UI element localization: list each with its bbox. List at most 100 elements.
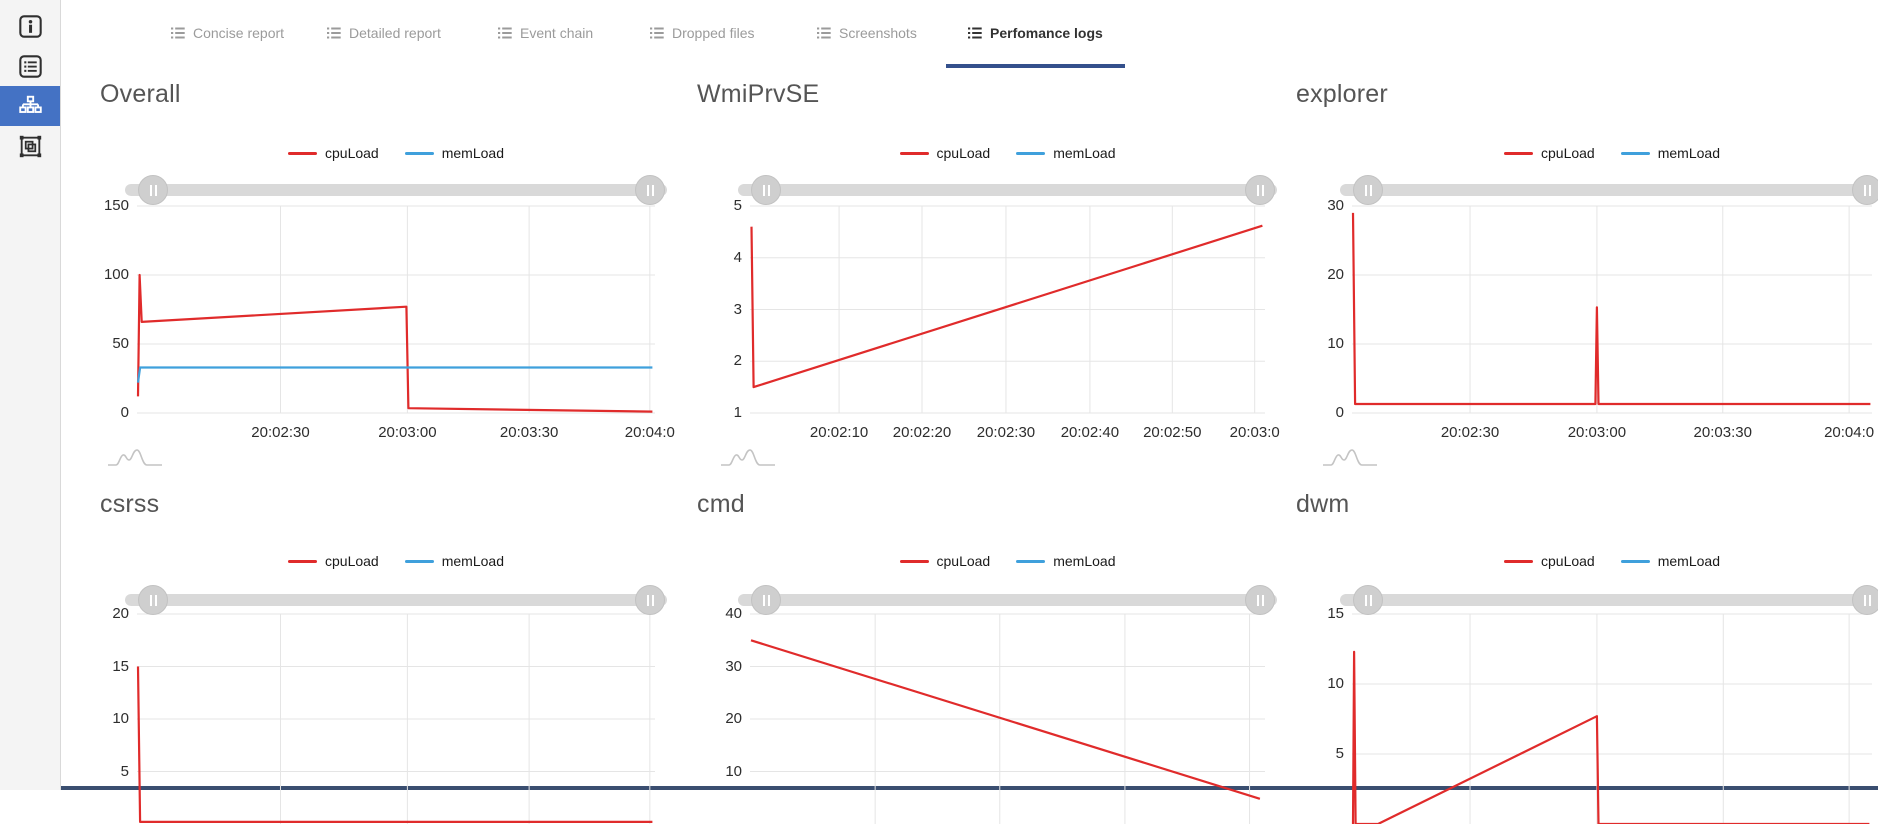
slider-handle-right[interactable] (1852, 175, 1878, 205)
list-icon (171, 27, 185, 39)
tab-label: Screenshots (839, 25, 917, 41)
slider-track[interactable] (125, 594, 667, 606)
legend-swatch (1620, 559, 1650, 563)
chart-title: WmiPrvSE (697, 80, 820, 108)
legend-label: memLoad (1053, 553, 1116, 569)
x-axis-label: 20:02:20 (892, 424, 952, 441)
x-axis-label: 20:03:30 (1693, 424, 1752, 441)
legend-item-cpuLoad[interactable]: cpuLoad (1504, 145, 1595, 161)
legend-swatch (288, 559, 317, 563)
tab-perfomance-logs[interactable]: Perfomance logs (946, 2, 1125, 68)
y-axis-label: 40 (725, 605, 742, 622)
x-axis-label: 20:02:40 (1060, 424, 1120, 441)
x-axis-label: 20:02:10 (809, 424, 869, 441)
slider-track[interactable] (738, 594, 1277, 606)
legend-item-memLoad[interactable]: memLoad (404, 145, 504, 161)
slider-track[interactable] (125, 184, 667, 196)
chart-legend: cpuLoad memLoad (750, 144, 1265, 162)
tab-label: Detailed report (349, 25, 441, 41)
legend-label: cpuLoad (325, 145, 379, 161)
legend-label: memLoad (1657, 145, 1720, 161)
legend-label: memLoad (1657, 553, 1720, 569)
tab-dropped-files[interactable]: Dropped files (628, 2, 777, 68)
slider-handle-right[interactable] (1852, 585, 1878, 615)
slider-handle-right[interactable] (635, 585, 665, 615)
y-axis-label: 20 (112, 605, 129, 622)
y-axis-label: 5 (733, 197, 742, 214)
legend-item-cpuLoad[interactable]: cpuLoad (899, 145, 991, 161)
legend-item-cpuLoad[interactable]: cpuLoad (288, 145, 379, 161)
zoom-preview-icon[interactable] (720, 446, 776, 468)
sidebar-item-info[interactable] (0, 6, 60, 46)
y-axis-label: 10 (112, 710, 129, 727)
legend-swatch (899, 559, 929, 563)
x-axis-label: 20:04:0 (624, 424, 675, 441)
slider-handle-left[interactable] (1353, 585, 1383, 615)
report-list-icon (18, 54, 42, 78)
y-axis-label: 5 (1335, 745, 1344, 762)
legend-label: cpuLoad (325, 553, 379, 569)
slider-handle-right[interactable] (1245, 585, 1275, 615)
y-axis-label: 4 (733, 248, 742, 266)
legend-item-cpuLoad[interactable]: cpuLoad (899, 553, 991, 569)
y-axis-label: 30 (725, 657, 742, 675)
y-axis-label: 150 (103, 197, 129, 214)
slider-track[interactable] (1340, 184, 1878, 196)
chart-title: Overall (100, 80, 181, 108)
legend-swatch (1016, 559, 1046, 563)
chart-title: cmd (697, 490, 745, 518)
tab-screenshots[interactable]: Screenshots (795, 2, 939, 68)
plot-area (750, 205, 1265, 414)
list-icon (327, 27, 341, 39)
process-tree-icon (18, 95, 42, 113)
legend-item-memLoad[interactable]: memLoad (1016, 553, 1115, 569)
legend-item-memLoad[interactable]: memLoad (1620, 553, 1720, 569)
tab-event-chain[interactable]: Event chain (476, 2, 615, 68)
plot-area (1351, 613, 1872, 824)
x-axis-label: 20:03:30 (499, 424, 559, 441)
screenshot-region-icon (19, 135, 41, 157)
tab-bar: Concise report Detailed report Event chain… (61, 0, 1878, 68)
y-axis-label: 30 (1327, 197, 1344, 214)
y-axis-label: 2 (733, 352, 742, 370)
slider-handle-left[interactable] (138, 585, 168, 615)
y-axis-label: 1 (733, 404, 742, 421)
legend-label: cpuLoad (936, 553, 991, 569)
slider-handle-right[interactable] (635, 175, 665, 205)
legend-label: memLoad (441, 553, 504, 569)
sidebar-item-report[interactable] (0, 46, 60, 86)
legend-label: cpuLoad (936, 145, 991, 161)
y-axis-label: 10 (1327, 675, 1344, 692)
slider-handle-right[interactable] (1245, 175, 1275, 205)
legend-item-memLoad[interactable]: memLoad (1620, 145, 1720, 161)
y-axis-label: 15 (1327, 605, 1344, 622)
x-axis-label: 20:02:30 (976, 424, 1036, 441)
slider-handle-left[interactable] (1353, 175, 1383, 205)
legend-label: memLoad (441, 145, 504, 161)
plot-area (136, 613, 655, 824)
slider-handle-left[interactable] (138, 175, 168, 205)
legend-item-cpuLoad[interactable]: cpuLoad (288, 553, 379, 569)
legend-item-cpuLoad[interactable]: cpuLoad (1504, 553, 1595, 569)
sidebar-item-process-tree[interactable] (0, 86, 60, 126)
legend-item-memLoad[interactable]: memLoad (1016, 145, 1115, 161)
chart-legend: cpuLoad memLoad (1352, 552, 1872, 570)
legend-swatch (1620, 151, 1650, 155)
zoom-preview-icon[interactable] (107, 446, 163, 468)
legend-item-memLoad[interactable]: memLoad (404, 553, 504, 569)
tab-concise-report[interactable]: Concise report (149, 2, 306, 68)
slider-track[interactable] (1340, 594, 1878, 606)
y-axis-label: 20 (1327, 266, 1344, 283)
chart-legend: cpuLoad memLoad (750, 552, 1265, 570)
slider-track[interactable] (738, 184, 1277, 196)
chart-legend: cpuLoad memLoad (137, 144, 655, 162)
tab-detailed-report[interactable]: Detailed report (305, 2, 463, 68)
slider-handle-left[interactable] (751, 585, 781, 615)
zoom-preview-icon[interactable] (1322, 446, 1378, 468)
y-axis-label: 20 (725, 710, 742, 727)
sidebar-item-screenshots[interactable] (0, 126, 60, 166)
y-axis-label: 10 (725, 762, 742, 780)
x-axis-label: 20:03:00 (378, 424, 437, 441)
slider-handle-left[interactable] (751, 175, 781, 205)
legend-swatch (1504, 151, 1533, 155)
